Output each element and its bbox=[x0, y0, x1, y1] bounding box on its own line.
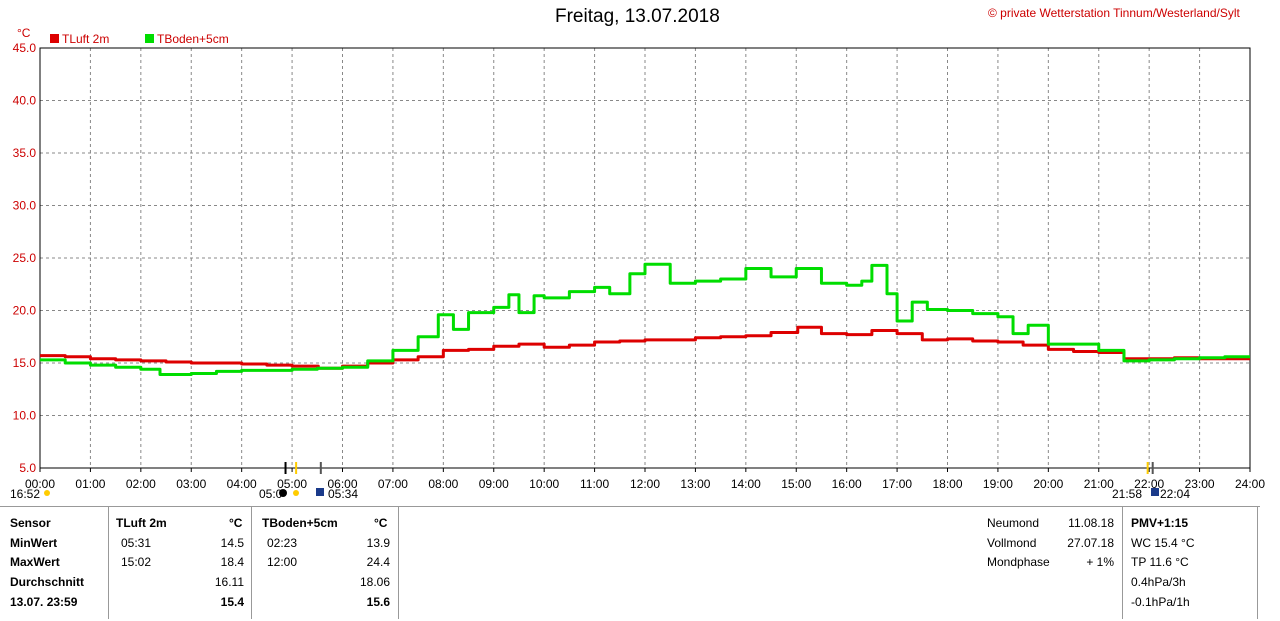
x-tick-label: 14:00 bbox=[731, 477, 761, 491]
chart-markers: 16:52 05:0 05:34 21:58 22:04 bbox=[10, 462, 1190, 501]
pmv-title: PMV+1:15 bbox=[1131, 516, 1189, 530]
legend-label-tluft: TLuft 2m bbox=[62, 32, 110, 46]
vollmond-label: Vollmond bbox=[987, 536, 1037, 550]
tluft-current: 15.4 bbox=[220, 595, 244, 609]
x-tick-label: 12:00 bbox=[630, 477, 660, 491]
y-tick-label: 40.0 bbox=[13, 94, 37, 108]
label-avg: Durchschnitt bbox=[10, 575, 85, 589]
y-tick-label: 30.0 bbox=[13, 199, 37, 213]
moon-icon bbox=[279, 489, 287, 497]
x-tick-label: 02:00 bbox=[126, 477, 156, 491]
pmv-wc: WC 15.4 °C bbox=[1131, 536, 1195, 550]
stats-divider-2 bbox=[251, 506, 252, 619]
time-annotation: 16:52 bbox=[10, 487, 40, 501]
y-tick-label: 15.0 bbox=[13, 356, 37, 370]
series-line-tboden bbox=[40, 262, 1250, 377]
tboden-min-time: 02:23 bbox=[267, 536, 298, 550]
pmv-pressure-3h: 0.4hPa/3h bbox=[1131, 575, 1186, 589]
tboden-current: 15.6 bbox=[366, 595, 390, 609]
temperature-chart: 5.0 10.0 15.0 20.0 25.0 30.0 35.0 40.0 45.0 00:00… bbox=[10, 41, 1266, 501]
y-tick-label: 5.0 bbox=[19, 461, 36, 475]
x-tick-label: 00:00 bbox=[25, 477, 55, 491]
x-tick-label: 18:00 bbox=[932, 477, 962, 491]
tluft-avg: 16.11 bbox=[214, 575, 244, 589]
y-tick-label: 20.0 bbox=[13, 304, 37, 318]
moon-phase-icon bbox=[1151, 488, 1159, 496]
x-tick-label: 10:00 bbox=[529, 477, 559, 491]
x-tick-label: 17:00 bbox=[882, 477, 912, 491]
tluft-min-value: 14.5 bbox=[220, 536, 244, 550]
x-tick-label: 21:00 bbox=[1084, 477, 1114, 491]
vollmond-value: 27.07.18 bbox=[1067, 536, 1114, 550]
chart-series bbox=[39, 262, 1251, 377]
x-tick-label: 04:00 bbox=[227, 477, 257, 491]
y-tick-label: 45.0 bbox=[13, 41, 37, 55]
label-max: MaxWert bbox=[10, 555, 60, 569]
copyright-text: © private Wetterstation Tinnum/Westerlan… bbox=[988, 6, 1240, 20]
pmv-pressure-1h: -0.1hPa/1h bbox=[1131, 595, 1190, 609]
x-tick-label: 08:00 bbox=[428, 477, 458, 491]
x-tick-label: 22:00 bbox=[1134, 477, 1164, 491]
y-unit-label: °C bbox=[17, 26, 31, 40]
pmv-tp: TP 11.6 °C bbox=[1131, 555, 1189, 569]
x-tick-label: 07:00 bbox=[378, 477, 408, 491]
x-tick-label: 11:00 bbox=[580, 477, 609, 491]
legend-label-tboden: TBoden+5cm bbox=[157, 32, 229, 46]
tluft-max-value: 18.4 bbox=[220, 555, 244, 569]
neumond-label: Neumond bbox=[987, 516, 1040, 530]
stats-divider-5 bbox=[1257, 506, 1258, 619]
time-annotation: 05:0 bbox=[259, 487, 283, 501]
y-tick-label: 25.0 bbox=[13, 251, 37, 265]
x-tick-label: 06:00 bbox=[327, 477, 357, 491]
stats-divider-3 bbox=[398, 506, 399, 619]
x-tick-label: 15:00 bbox=[781, 477, 811, 491]
tboden-max-value: 24.4 bbox=[366, 555, 390, 569]
chart-axes: 5.0 10.0 15.0 20.0 25.0 30.0 35.0 40.0 45.0 00:00… bbox=[13, 41, 1266, 491]
x-tick-label: 19:00 bbox=[983, 477, 1013, 491]
stats-divider-4 bbox=[1122, 506, 1123, 619]
tluft-max-time: 15:02 bbox=[121, 555, 152, 569]
time-annotation: 22:04 bbox=[1160, 487, 1190, 501]
tboden-min-value: 13.9 bbox=[366, 536, 390, 550]
time-annotation: 21:58 bbox=[1112, 487, 1142, 501]
tboden-avg: 18.06 bbox=[359, 575, 390, 589]
chart-grid bbox=[40, 48, 1250, 468]
x-tick-label: 01:00 bbox=[75, 477, 105, 491]
plot-frame bbox=[39, 47, 1251, 469]
legend-swatch-tluft bbox=[50, 34, 59, 43]
legend-swatch-tboden bbox=[145, 34, 154, 43]
x-tick-label: 16:00 bbox=[832, 477, 862, 491]
label-sensor: Sensor bbox=[10, 516, 51, 530]
y-tick-label: 35.0 bbox=[13, 146, 37, 160]
chart-title: Freitag, 13.07.2018 bbox=[555, 6, 720, 27]
series-line-tluft bbox=[40, 325, 1250, 370]
label-current: 13.07. 23:59 bbox=[10, 595, 78, 609]
tluft-unit: °C bbox=[229, 516, 243, 530]
x-tick-label: 09:00 bbox=[479, 477, 509, 491]
tluft-min-time: 05:31 bbox=[121, 536, 152, 550]
mondphase-label: Mondphase bbox=[987, 555, 1050, 569]
x-tick-label: 20:00 bbox=[1033, 477, 1063, 491]
time-annotation: 05:34 bbox=[328, 487, 358, 501]
label-min: MinWert bbox=[10, 536, 58, 550]
stats-divider-1 bbox=[108, 506, 109, 619]
x-tick-label: 24:00 bbox=[1235, 477, 1265, 491]
sun-icon bbox=[293, 490, 299, 496]
x-tick-label: 03:00 bbox=[176, 477, 206, 491]
tluft-name: TLuft 2m bbox=[116, 516, 167, 530]
x-tick-label: 13:00 bbox=[680, 477, 710, 491]
tboden-max-time: 12:00 bbox=[267, 555, 298, 569]
moon-phase-icon bbox=[316, 488, 324, 496]
y-tick-label: 10.0 bbox=[13, 409, 37, 423]
x-tick-label: 23:00 bbox=[1185, 477, 1215, 491]
mondphase-value: + 1% bbox=[1086, 555, 1114, 569]
stats-panel bbox=[0, 506, 1260, 620]
neumond-value: 11.08.18 bbox=[1068, 516, 1114, 530]
tboden-unit: °C bbox=[374, 516, 388, 530]
sun-icon bbox=[44, 490, 50, 496]
x-tick-label: 05:00 bbox=[277, 477, 307, 491]
tboden-name: TBoden+5cm bbox=[262, 516, 338, 530]
